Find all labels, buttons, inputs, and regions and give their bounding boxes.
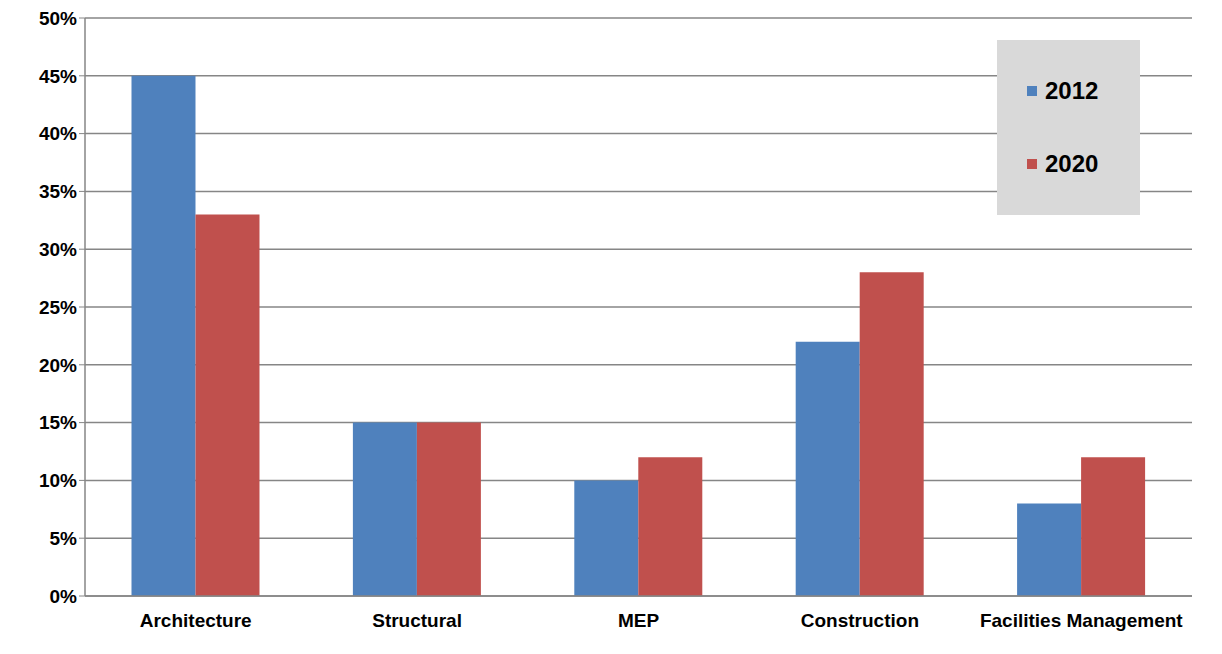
svg-text:15%: 15% [39, 412, 77, 433]
svg-text:40%: 40% [39, 123, 77, 144]
svg-text:30%: 30% [39, 239, 77, 260]
svg-text:MEP: MEP [618, 610, 660, 631]
svg-text:5%: 5% [50, 528, 78, 549]
html-text:2020: 2020 [1045, 150, 1099, 178]
svg-text:20%: 20% [39, 355, 77, 376]
svg-text:0%: 0% [50, 586, 78, 607]
html-text:2012: 2012 [1045, 76, 1099, 104]
svg-text:25%: 25% [39, 297, 77, 318]
svg-text:10%: 10% [39, 470, 77, 491]
svg-text:45%: 45% [39, 66, 77, 87]
svg-text:Facilities Management: Facilities Management [980, 610, 1183, 631]
svg-text:Construction: Construction [801, 610, 919, 631]
svg-text:35%: 35% [39, 181, 77, 202]
svg-text:50%: 50% [39, 8, 77, 29]
svg-text:Structural: Structural [372, 610, 462, 631]
svg-text:Architecture: Architecture [140, 610, 252, 631]
